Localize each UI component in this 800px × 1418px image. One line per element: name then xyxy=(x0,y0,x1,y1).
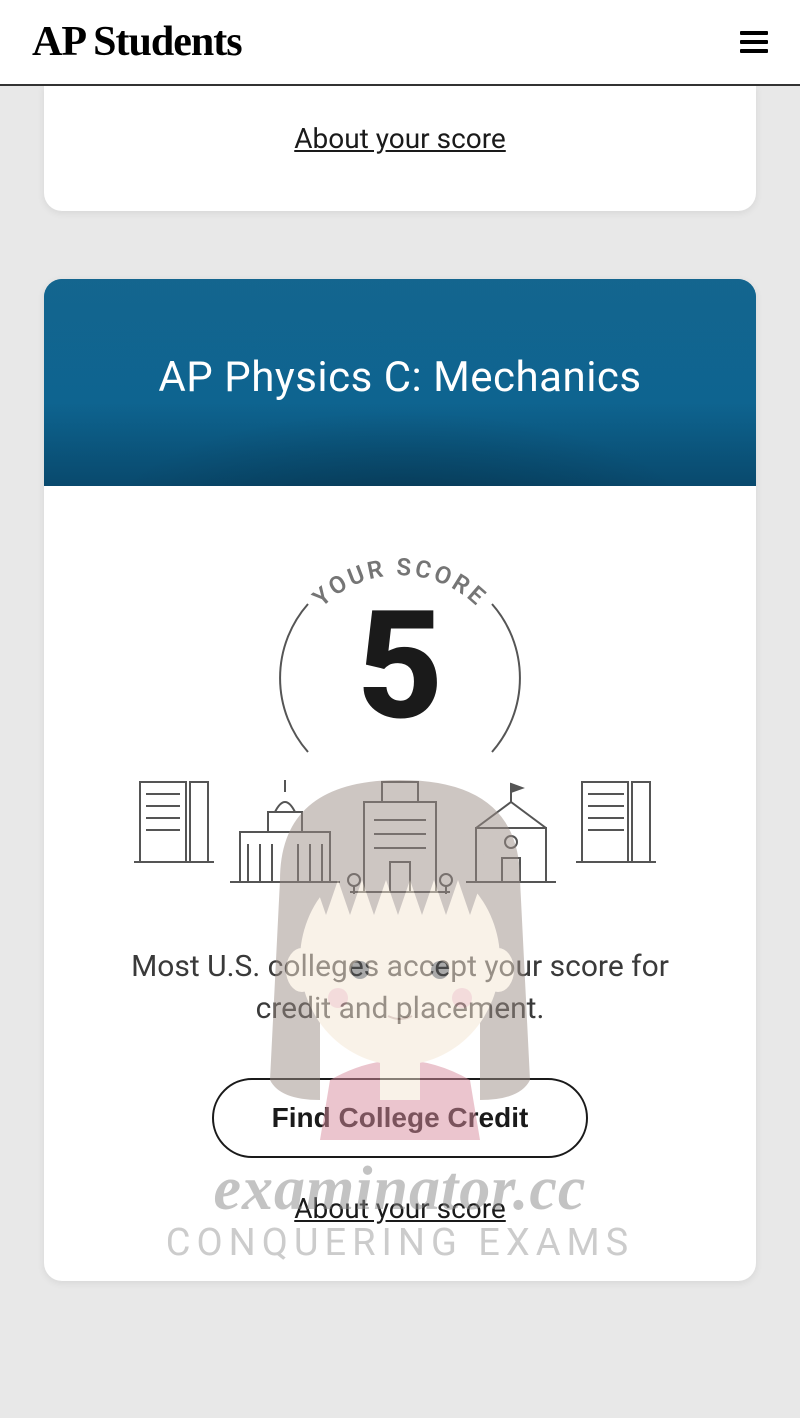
site-title: AP Students xyxy=(32,18,242,66)
hamburger-menu-icon[interactable] xyxy=(740,31,768,53)
score-body: YOUR SCORE 5 xyxy=(44,486,756,1225)
score-description: Most U.S. colleges accept your score for… xyxy=(84,946,716,1030)
main-content: About your score AP Physics C: Mechanics… xyxy=(0,86,800,1281)
course-title: AP Physics C: Mechanics xyxy=(74,353,726,402)
header-bar: AP Students xyxy=(0,0,800,86)
score-value: 5 xyxy=(357,591,444,741)
about-score-link[interactable]: About your score xyxy=(84,1192,716,1225)
about-score-link[interactable]: About your score xyxy=(294,122,506,155)
find-college-credit-button[interactable]: Find College Credit xyxy=(212,1078,589,1158)
score-card: AP Physics C: Mechanics YOUR SCORE 5 xyxy=(44,279,756,1281)
previous-card-bottom: About your score xyxy=(44,86,756,211)
card-header: AP Physics C: Mechanics xyxy=(44,279,756,486)
score-badge: YOUR SCORE 5 xyxy=(270,542,530,802)
